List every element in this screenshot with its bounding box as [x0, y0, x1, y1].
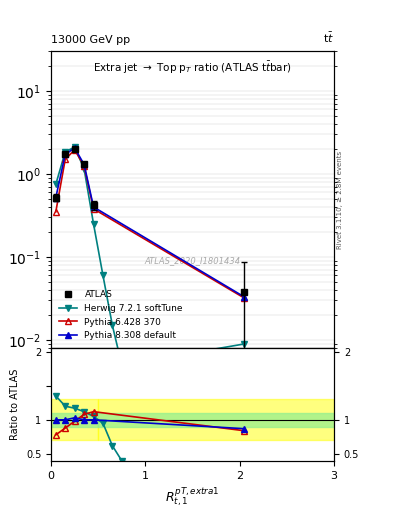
- Bar: [98, 413, 334, 426]
- Y-axis label: Ratio to ATLAS: Ratio to ATLAS: [11, 369, 20, 440]
- Text: Rivet 3.1.10, ≥ 2.8M events: Rivet 3.1.10, ≥ 2.8M events: [337, 151, 343, 249]
- Bar: [98, 399, 334, 440]
- Y-axis label: $\frac{1}{\sigma}\frac{d\sigma}{dR}$: $\frac{1}{\sigma}\frac{d\sigma}{dR}$: [0, 188, 3, 211]
- Legend: ATLAS, Herwig 7.2.1 softTune, Pythia 6.428 370, Pythia 8.308 default: ATLAS, Herwig 7.2.1 softTune, Pythia 6.4…: [55, 287, 187, 344]
- X-axis label: $R_{t,1}^{pT,extra1}$: $R_{t,1}^{pT,extra1}$: [165, 486, 220, 509]
- Text: t$\bar{t}$: t$\bar{t}$: [323, 31, 334, 45]
- Text: ATLAS_2020_I1801434: ATLAS_2020_I1801434: [145, 256, 241, 265]
- Text: Extra jet $\rightarrow$ Top p$_T$ ratio (ATLAS t$\bar{t}$bar): Extra jet $\rightarrow$ Top p$_T$ ratio …: [93, 60, 292, 76]
- Bar: [51, 413, 98, 426]
- Text: 13000 GeV pp: 13000 GeV pp: [51, 35, 130, 45]
- Bar: [51, 399, 98, 440]
